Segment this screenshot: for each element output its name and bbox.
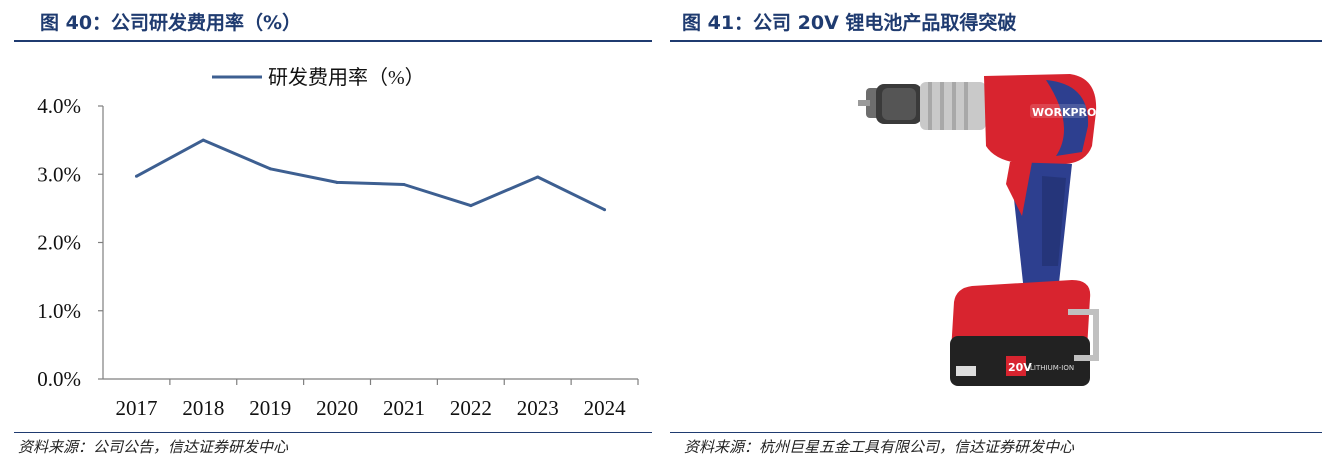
series-lines bbox=[134, 138, 607, 212]
series-line-0 bbox=[135, 138, 606, 212]
left-source-rule bbox=[14, 432, 652, 433]
x-tick-label: 2019 bbox=[249, 396, 291, 420]
right-title-rule bbox=[670, 40, 1322, 42]
drill-chuck bbox=[858, 84, 922, 124]
battery-indicator bbox=[956, 366, 976, 376]
y-tick-label: 1.0% bbox=[37, 299, 81, 323]
y-tick-label: 3.0% bbox=[37, 162, 81, 186]
chart-axes bbox=[102, 106, 638, 380]
x-tick-label: 2020 bbox=[316, 396, 358, 420]
left-source-note: 资料来源：公司公告，信达证券研发中心 bbox=[18, 438, 289, 456]
x-tick-label: 2022 bbox=[450, 396, 492, 420]
battery-voltage-text: 20V bbox=[1008, 361, 1032, 374]
data-point bbox=[134, 174, 138, 178]
y-tick-labels: 4.0% 3.0% 2.0% 1.0% 0.0% bbox=[37, 94, 103, 391]
figure-40-title: 图 40：公司研发费用率（%） bbox=[40, 12, 302, 34]
y-tick-label: 2.0% bbox=[37, 231, 81, 255]
data-point bbox=[469, 204, 473, 208]
battery-type-text: LITHIUM-ION bbox=[1030, 364, 1074, 372]
y-tick-label: 4.0% bbox=[37, 94, 81, 118]
belt-clip bbox=[1068, 309, 1099, 361]
chart-legend: 研发费用率（%） bbox=[212, 66, 425, 89]
data-point bbox=[536, 175, 540, 179]
legend-label: 研发费用率（%） bbox=[268, 66, 425, 89]
data-point bbox=[268, 167, 272, 171]
x-tick-label: 2024 bbox=[584, 396, 627, 420]
y-tick-label: 0.0% bbox=[37, 367, 81, 391]
drill-brand-text: WORKPRO bbox=[1032, 106, 1096, 119]
cordless-drill-image: WORKPRO 20V LITHIUM-ION bbox=[858, 74, 1099, 386]
rd-expense-ratio-chart: 研发费用率（%） 4.0%3.0%2.0%1.0%0.0% 2017 2018 20… bbox=[37, 66, 639, 420]
data-point bbox=[201, 138, 205, 142]
x-tick-label: 2017 bbox=[115, 396, 157, 420]
right-source-rule bbox=[670, 432, 1322, 433]
data-point bbox=[603, 208, 607, 212]
x-tick-label: 2023 bbox=[517, 396, 559, 420]
data-point bbox=[335, 180, 339, 184]
figure-41-title: 图 41：公司 20V 锂电池产品取得突破 bbox=[682, 12, 1017, 34]
data-point bbox=[402, 182, 406, 186]
right-source-note: 资料来源：杭州巨星五金工具有限公司，信达证券研发中心 bbox=[684, 438, 1075, 456]
x-tick-labels: 2017 2018 2019 2020 2021 2022 2023 2024 bbox=[115, 379, 639, 420]
x-tick-label: 2018 bbox=[182, 396, 224, 420]
left-title-rule bbox=[14, 40, 652, 42]
x-tick-label: 2021 bbox=[383, 396, 425, 420]
